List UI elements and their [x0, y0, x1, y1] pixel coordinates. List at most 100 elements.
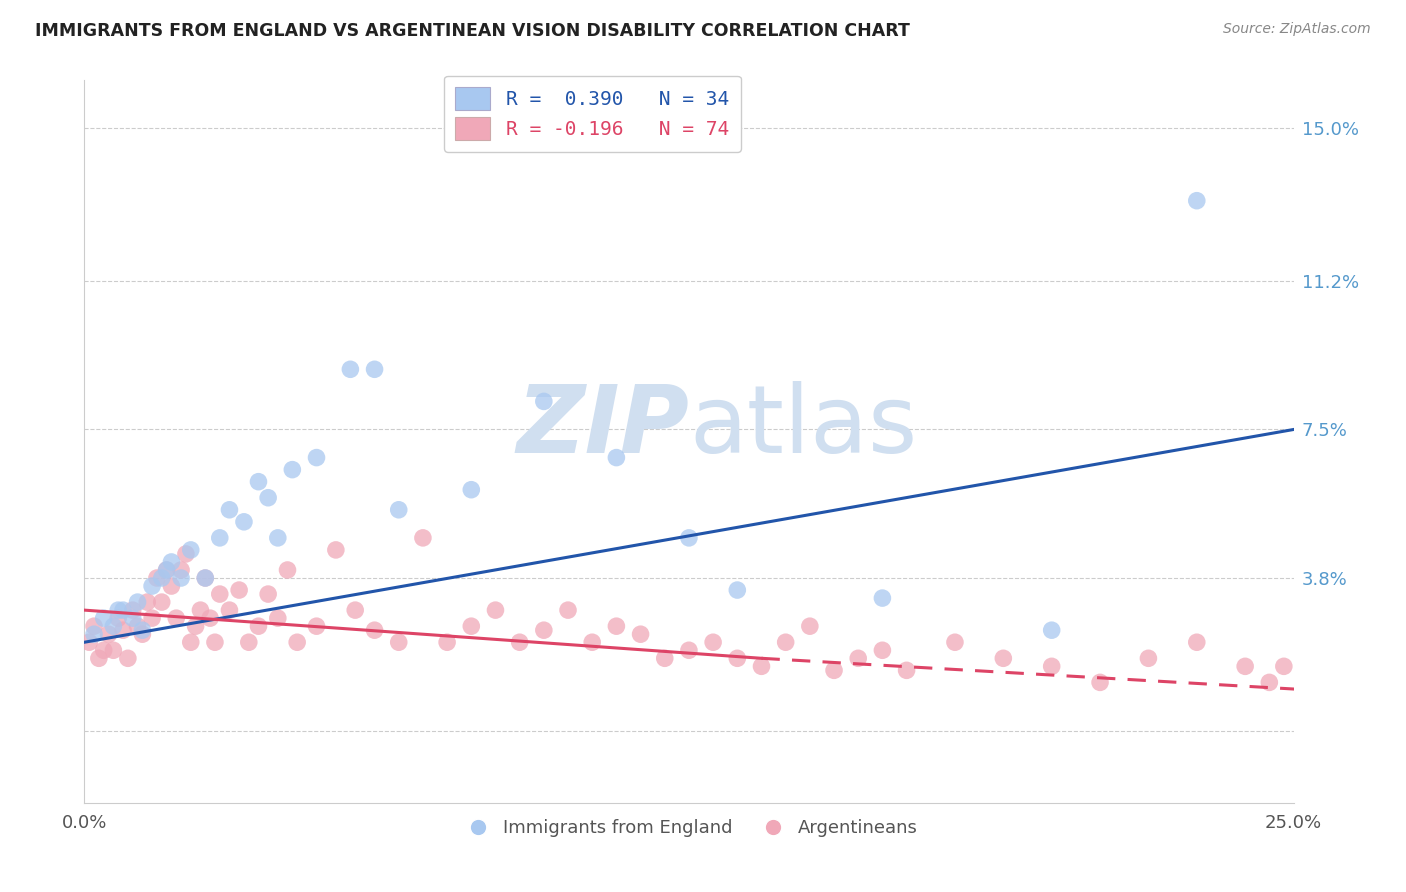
Point — [751, 659, 773, 673]
Point — [112, 603, 135, 617]
Point — [180, 635, 202, 649]
Point — [83, 627, 105, 641]
Point — [1185, 635, 1208, 649]
Point — [194, 571, 217, 585]
Point — [165, 611, 187, 625]
Text: IMMIGRANTS FROM ENGLAND VS ARGENTINEAN VISION DISABILITY CORRELATION CHART: IMMIGRANTS FROM ENGLAND VS ARGENTINEAN V… — [35, 22, 910, 40]
Point — [141, 611, 163, 625]
Point — [436, 635, 458, 649]
Point — [799, 619, 821, 633]
Point — [509, 635, 531, 649]
Point — [117, 651, 139, 665]
Point — [247, 619, 270, 633]
Point — [121, 611, 143, 625]
Point — [233, 515, 256, 529]
Text: ZIP: ZIP — [516, 381, 689, 473]
Point — [460, 483, 482, 497]
Point — [581, 635, 603, 649]
Point — [533, 394, 555, 409]
Point — [141, 579, 163, 593]
Point — [77, 635, 100, 649]
Point — [460, 619, 482, 633]
Point — [150, 595, 173, 609]
Point — [484, 603, 506, 617]
Point — [725, 583, 748, 598]
Point — [276, 563, 298, 577]
Point — [97, 627, 120, 641]
Text: atlas: atlas — [689, 381, 917, 473]
Point — [204, 635, 226, 649]
Point — [823, 664, 845, 678]
Point — [170, 571, 193, 585]
Point — [107, 611, 129, 625]
Point — [388, 502, 411, 516]
Point — [605, 619, 627, 633]
Point — [103, 643, 125, 657]
Point — [136, 595, 159, 609]
Point — [325, 542, 347, 557]
Point — [412, 531, 434, 545]
Point — [305, 619, 328, 633]
Point — [1040, 659, 1063, 673]
Point — [363, 623, 385, 637]
Point — [557, 603, 579, 617]
Point — [228, 583, 250, 598]
Point — [160, 579, 183, 593]
Point — [943, 635, 966, 649]
Point — [267, 531, 290, 545]
Point — [247, 475, 270, 489]
Point — [1292, 635, 1315, 649]
Point — [725, 651, 748, 665]
Point — [131, 623, 153, 637]
Point — [1306, 683, 1329, 698]
Point — [103, 619, 125, 633]
Point — [198, 611, 221, 625]
Point — [285, 635, 308, 649]
Point — [184, 619, 207, 633]
Point — [1272, 659, 1295, 673]
Point — [267, 611, 290, 625]
Point — [194, 571, 217, 585]
Point — [112, 623, 135, 637]
Point — [107, 603, 129, 617]
Point — [146, 571, 169, 585]
Point — [257, 587, 280, 601]
Point — [605, 450, 627, 465]
Point — [702, 635, 724, 649]
Point — [1234, 659, 1257, 673]
Point — [654, 651, 676, 665]
Point — [93, 611, 115, 625]
Point — [678, 531, 700, 545]
Point — [993, 651, 1015, 665]
Point — [83, 619, 105, 633]
Point — [872, 591, 894, 606]
Point — [218, 603, 240, 617]
Point — [238, 635, 260, 649]
Point — [180, 542, 202, 557]
Text: Source: ZipAtlas.com: Source: ZipAtlas.com — [1223, 22, 1371, 37]
Point — [388, 635, 411, 649]
Point — [190, 603, 212, 617]
Point — [1088, 675, 1111, 690]
Point — [872, 643, 894, 657]
Point — [160, 555, 183, 569]
Point — [127, 619, 149, 633]
Point — [896, 664, 918, 678]
Point — [533, 623, 555, 637]
Point — [155, 563, 177, 577]
Point — [170, 563, 193, 577]
Point — [208, 587, 231, 601]
Point — [155, 563, 177, 577]
Point — [305, 450, 328, 465]
Point — [1258, 675, 1281, 690]
Point — [208, 531, 231, 545]
Point — [363, 362, 385, 376]
Point — [87, 651, 110, 665]
Point — [1322, 691, 1344, 706]
Point — [1137, 651, 1160, 665]
Point — [1040, 623, 1063, 637]
Point — [127, 595, 149, 609]
Point — [339, 362, 361, 376]
Point — [630, 627, 652, 641]
Point — [775, 635, 797, 649]
